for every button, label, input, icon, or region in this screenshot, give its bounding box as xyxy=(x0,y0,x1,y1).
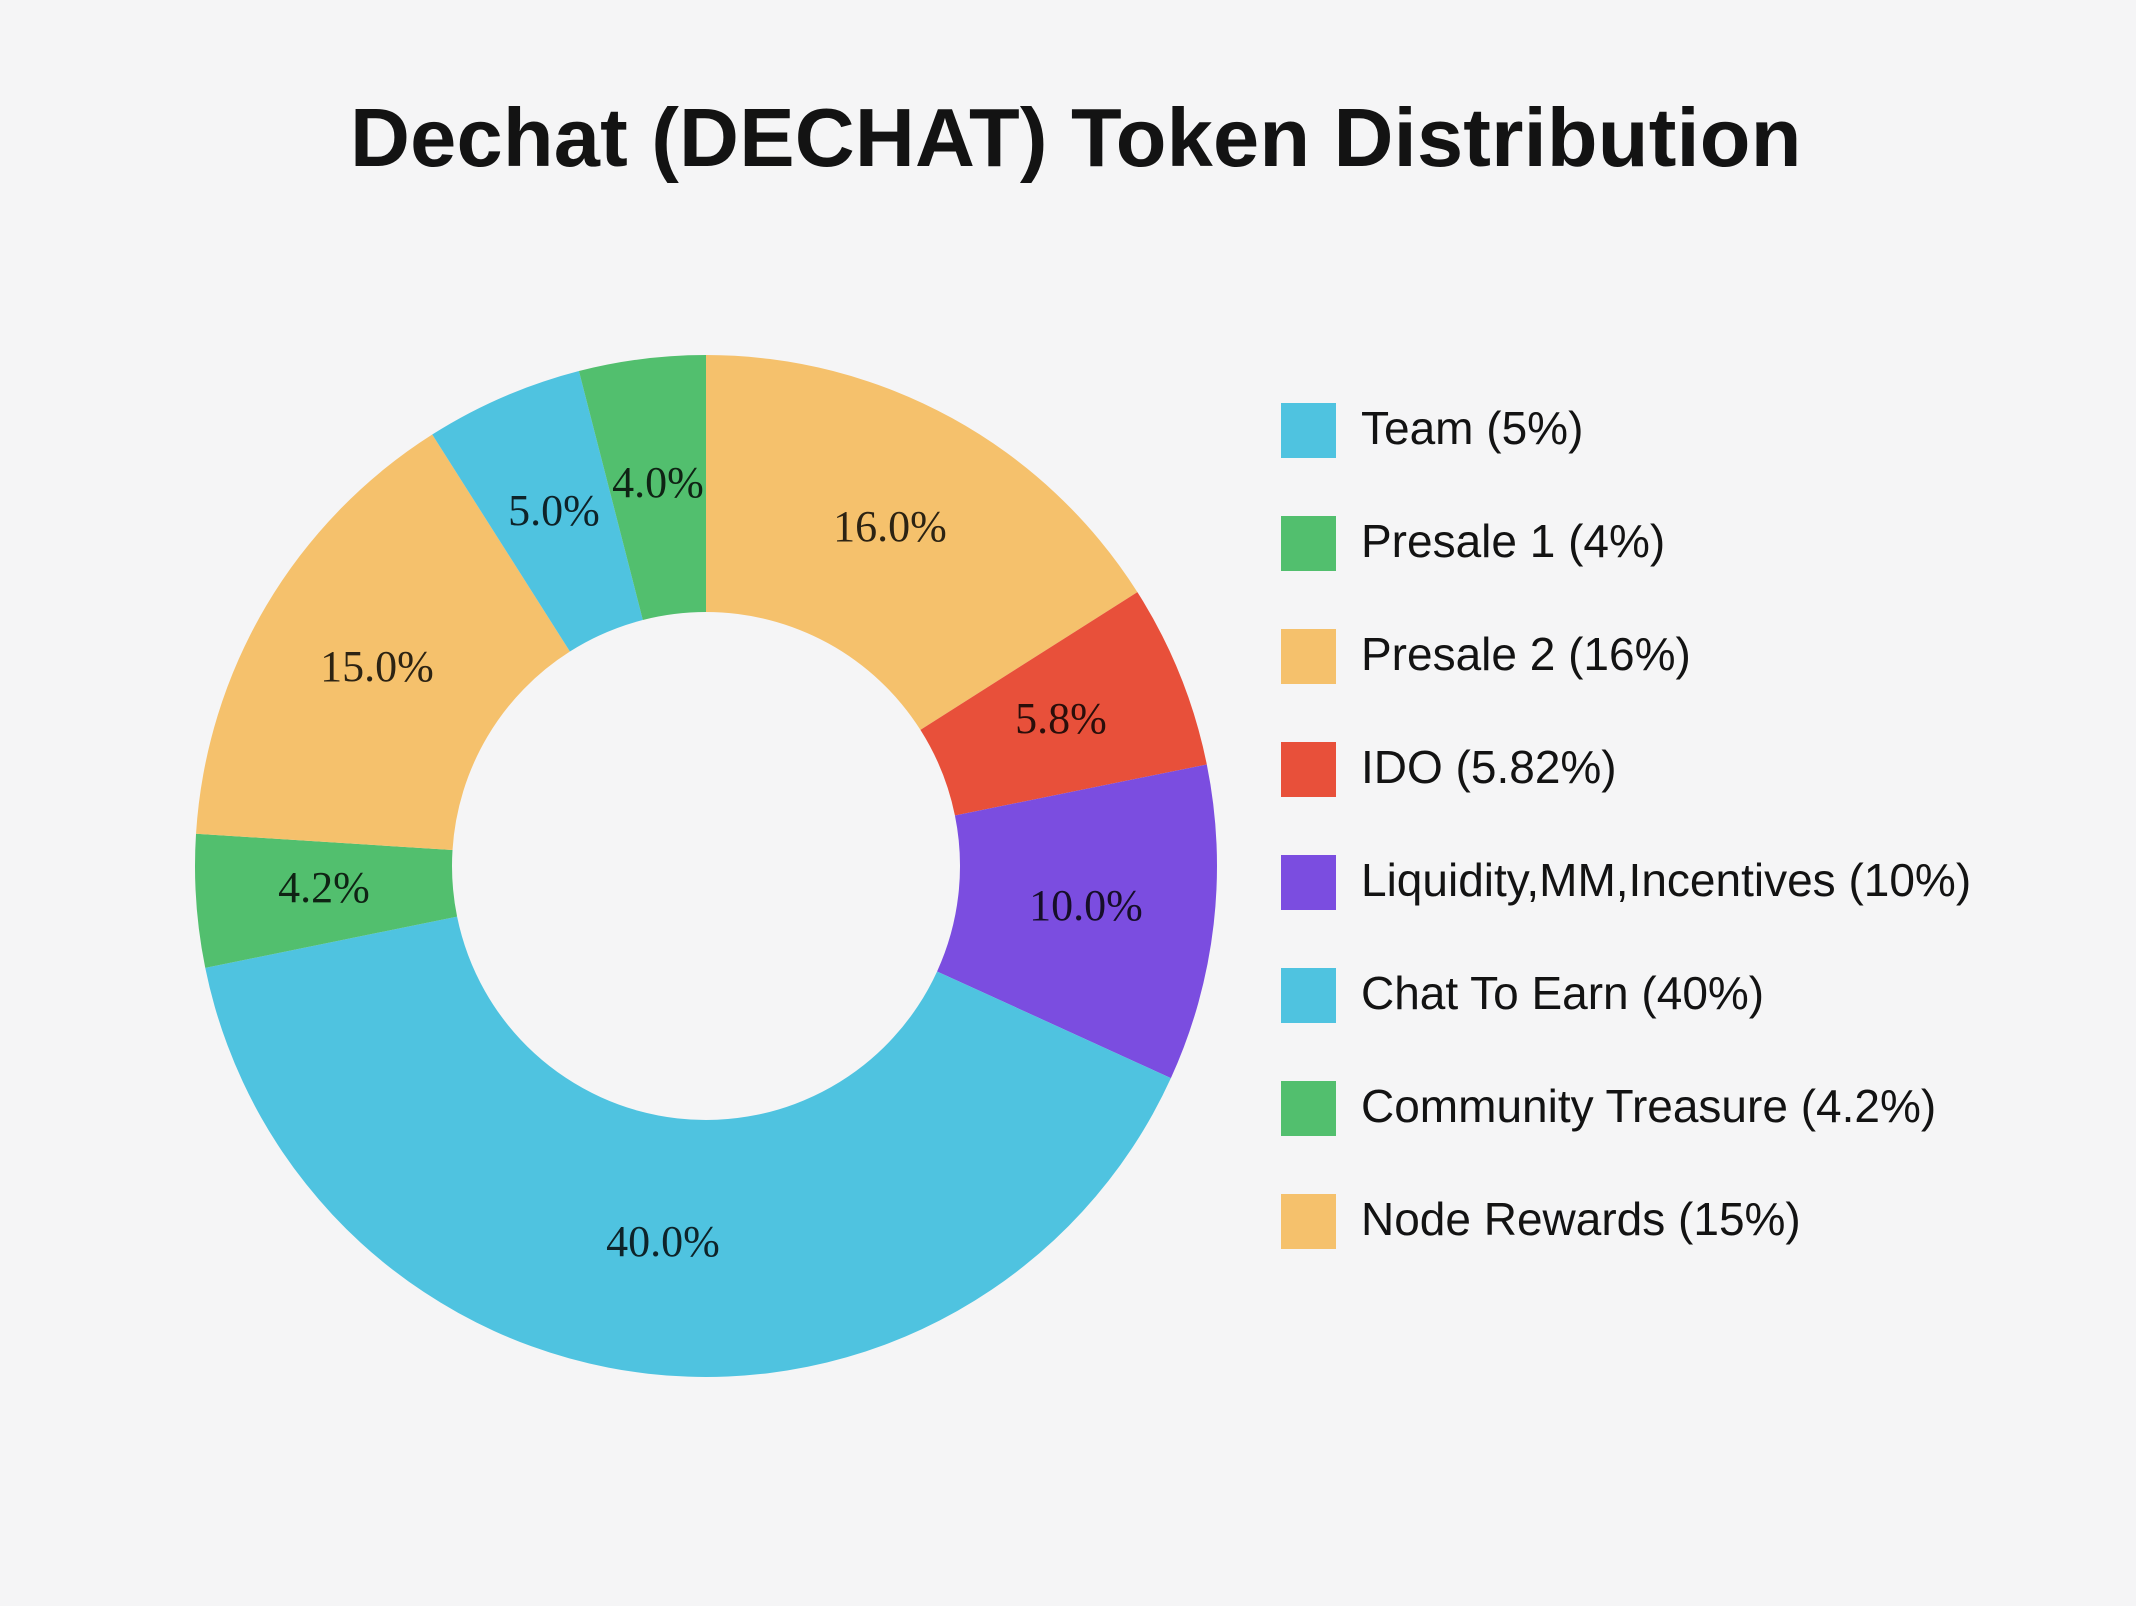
svg-text:15.0%: 15.0% xyxy=(320,642,434,691)
svg-text:5.8%: 5.8% xyxy=(1015,694,1107,743)
svg-text:5.0%: 5.0% xyxy=(508,486,600,535)
svg-text:4.2%: 4.2% xyxy=(278,863,370,912)
svg-text:10.0%: 10.0% xyxy=(1029,881,1143,930)
svg-text:4.0%: 4.0% xyxy=(612,458,704,507)
svg-text:40.0%: 40.0% xyxy=(606,1217,720,1266)
svg-text:16.0%: 16.0% xyxy=(833,502,947,551)
